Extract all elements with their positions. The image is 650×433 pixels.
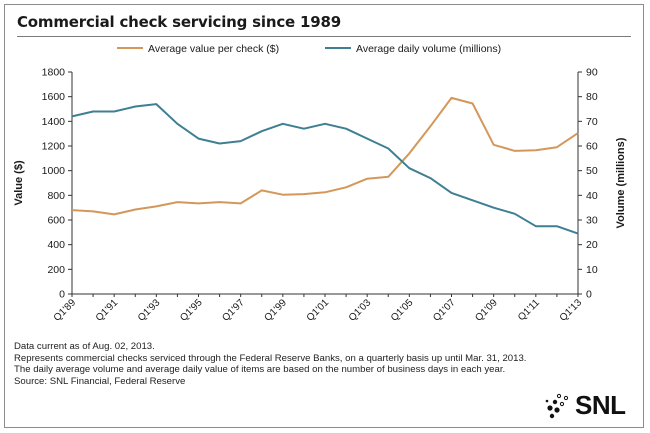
x-tick-label: Q1'03: [347, 297, 374, 324]
note-data-current: Data current as of Aug. 02, 2013.: [14, 341, 155, 352]
y-tick-label-left: 600: [47, 215, 65, 227]
y-tick-label-left: 400: [47, 239, 65, 251]
y-tick-label-left: 1400: [42, 116, 66, 128]
y-axis-title-left: Value ($): [13, 160, 25, 206]
x-tick-label: Q1'89: [52, 297, 79, 324]
y-tick-label-left: 1000: [42, 165, 66, 177]
x-tick-label: Q1'01: [305, 297, 332, 324]
x-tick-label: Q1'91: [94, 297, 121, 324]
chart-notes: Data current as of Aug. 02, 2013. Repres…: [14, 341, 526, 387]
y-tick-label-left: 1600: [42, 91, 66, 103]
x-tick-label: Q1'97: [220, 297, 247, 324]
note-description: Represents commercial checks serviced th…: [14, 352, 527, 364]
legend-item-value-label: Average value per check ($): [148, 43, 279, 55]
snl-logo-icon: [545, 393, 569, 419]
y-tick-label-right: 90: [586, 67, 598, 79]
y-tick-label-left: 800: [47, 190, 65, 202]
y-tick-label-right: 10: [586, 264, 598, 276]
x-tick-label: Q1'99: [263, 297, 290, 324]
title-divider: [17, 36, 631, 37]
chart-title: Commercial check servicing since 1989: [17, 13, 341, 31]
snl-logo: SNL: [545, 388, 629, 422]
x-tick-label: Q1'05: [389, 297, 416, 324]
note-methodology: The daily average volume and average dai…: [14, 364, 506, 376]
y-tick-label-right: 40: [586, 190, 598, 202]
x-tick-label: Q1'09: [473, 297, 500, 324]
y-tick-label-right: 20: [586, 239, 598, 251]
snl-logo-text: SNL: [575, 390, 626, 420]
y-axis-title-right: Volume (millions): [615, 137, 627, 228]
x-tick-label: Q1'13: [558, 297, 585, 324]
x-tick-label: Q1'07: [431, 297, 458, 324]
series-line-value: [71, 96, 579, 216]
series-line-volume: [71, 103, 579, 235]
y-tick-label-left: 1800: [42, 67, 66, 79]
y-tick-label-right: 30: [586, 215, 598, 227]
y-tick-label-right: 50: [586, 165, 598, 177]
y-tick-label-left: 1200: [42, 141, 66, 153]
y-tick-label-right: 80: [586, 91, 598, 103]
legend-item-volume-label: Average daily volume (millions): [356, 43, 501, 55]
y-tick-label-left: 200: [47, 264, 65, 276]
y-tick-label-right: 0: [586, 289, 592, 301]
x-tick-label: Q1'95: [178, 297, 205, 324]
x-tick-label: Q1'93: [136, 297, 163, 324]
chart-frame: Commercial check servicing since 1989: [4, 4, 644, 428]
y-tick-label-right: 70: [586, 116, 598, 128]
y-tick-label-right: 60: [586, 141, 598, 153]
x-tick-label: Q1'11: [516, 297, 542, 323]
y-tick-label-left: 0: [59, 289, 65, 301]
note-source: Source: SNL Financial, Federal Reserve: [14, 375, 186, 387]
